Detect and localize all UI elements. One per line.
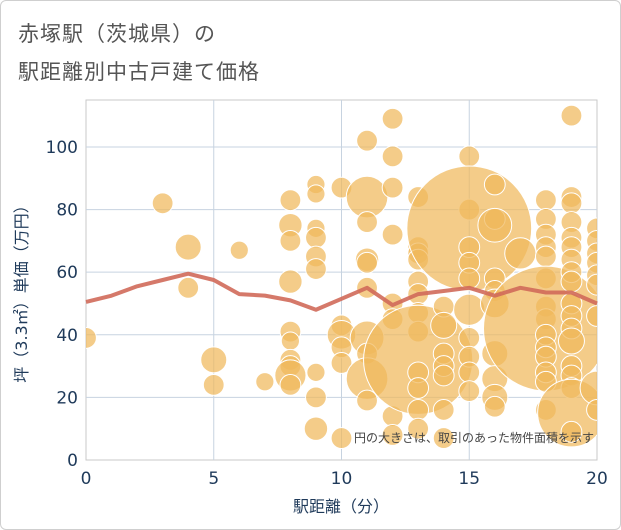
bubble-point [306, 184, 326, 204]
y-tick-label: 40 [56, 326, 78, 346]
bubble-point [407, 399, 430, 421]
bubble-point [200, 346, 228, 374]
x-tick-label: 20 [586, 469, 608, 489]
bubble-size-note: 円の大きさは、取引のあった物件面積を示す [354, 430, 594, 445]
bubble-point [432, 399, 455, 421]
y-tick-label: 80 [56, 201, 78, 221]
bubble-point [305, 258, 327, 280]
bubble-point [453, 293, 486, 326]
bubble-point [560, 420, 583, 443]
bubble-point [458, 380, 481, 403]
bubble-point [280, 331, 300, 351]
bubble-point [483, 173, 506, 196]
chart-title-line-1: 赤塚駅（茨城県）の [18, 22, 216, 46]
bubble-point [586, 399, 597, 421]
bubble-point [560, 270, 583, 293]
chart-title-line-2: 駅距離別中古戸建て価格 [18, 60, 260, 84]
y-tick-label: 0 [67, 451, 78, 471]
bubble-point [229, 240, 249, 260]
bubble-point [279, 373, 302, 396]
bubble-point [381, 424, 404, 446]
x-tick-label: 0 [81, 469, 92, 489]
bubble-point [458, 267, 481, 290]
bubble-point [430, 311, 458, 339]
bubble-point [477, 207, 513, 243]
bubble-point [557, 327, 585, 355]
bubble-point [381, 176, 404, 199]
bubble-point [279, 229, 302, 252]
bubble-point [381, 107, 404, 130]
bubble-point [303, 416, 329, 441]
x-tick-label: 10 [331, 469, 353, 489]
bubble-point [177, 276, 200, 299]
bubble-point [432, 427, 455, 449]
bubble-point [330, 352, 353, 374]
x-tick-label: 15 [458, 469, 480, 489]
bubble-layer [86, 104, 597, 449]
bubble-point [535, 245, 557, 268]
bubble-point [406, 165, 533, 292]
bubble-point [381, 145, 404, 168]
bubble-point [86, 327, 97, 349]
bubble-point [586, 273, 597, 296]
bubble-point [458, 145, 481, 168]
y-axis-label: 坪（3.3㎡）単価（万円） [12, 197, 31, 382]
bubble-point [586, 305, 597, 327]
bubble-point [330, 427, 353, 449]
bubble-point [356, 251, 378, 274]
bubble-point [356, 389, 378, 412]
bubble-point [381, 223, 404, 246]
bubble-point [255, 372, 275, 392]
y-tick-label: 60 [56, 263, 78, 283]
bubble-point [560, 104, 583, 127]
bubble-point [535, 189, 557, 212]
bubble-point [202, 373, 225, 396]
bubble-point [407, 377, 430, 399]
bubble-point [458, 327, 481, 349]
bubble-point [560, 192, 583, 215]
x-tick-label: 5 [208, 469, 219, 489]
bubble-point [174, 233, 202, 261]
bubble-point [483, 395, 506, 418]
bubble-point [504, 237, 537, 270]
bubble-point [432, 364, 455, 387]
bubble-point [279, 189, 302, 212]
bubble-point [305, 226, 327, 249]
bubble-point [356, 211, 378, 233]
bubble-point [356, 129, 378, 152]
x-axis-label: 駅距離（分） [293, 497, 389, 516]
bubble-point [151, 192, 174, 215]
tick-labels: 0 5 10 15 20 0 20 40 60 80 100 [46, 138, 608, 489]
bubble-point [305, 386, 327, 409]
bubble-point [278, 269, 303, 294]
bubble-point [306, 362, 326, 382]
average-price-line [85, 271, 598, 312]
y-tick-label: 20 [56, 388, 78, 408]
bubble-point [458, 361, 481, 384]
bubble-point [407, 417, 430, 440]
y-tick-label: 100 [46, 138, 78, 158]
average-line-layer [85, 271, 598, 312]
